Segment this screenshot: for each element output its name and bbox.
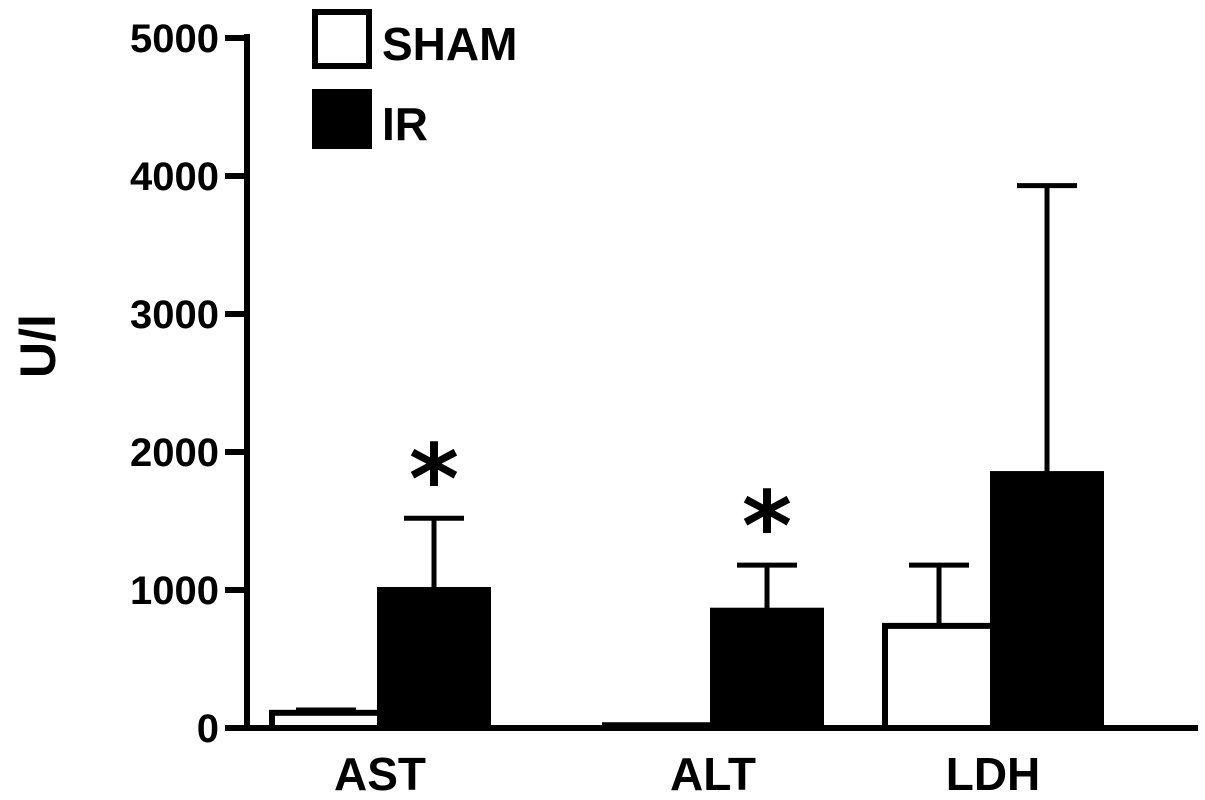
bar-sham-ast <box>269 709 383 732</box>
bar-ir-ldh <box>990 471 1104 731</box>
legend: SHAM IR <box>312 9 517 150</box>
legend-swatch-sham <box>312 9 372 69</box>
bars <box>269 471 1104 732</box>
y-tick-label-5000: 5000 <box>130 17 219 61</box>
error-bar-sham-ast <box>296 707 356 713</box>
bar-ir-ast <box>377 587 491 731</box>
y-tick-label-1000: 1000 <box>130 569 219 613</box>
legend-swatch-ir <box>312 89 372 149</box>
error-bar-ir-alt <box>737 562 797 611</box>
significance-star-alt: * <box>742 471 792 583</box>
category-label-ast: AST <box>334 748 426 800</box>
category-label-alt: ALT <box>670 748 756 800</box>
axes: 0 1000 2000 3000 4000 5000 AST ALT LDH <box>130 17 1198 800</box>
error-bar-sham-ldh <box>909 562 969 626</box>
legend-item-sham: SHAM <box>312 9 517 70</box>
error-bar-ir-ldh <box>1017 183 1077 475</box>
bar-ir-alt <box>710 607 824 732</box>
y-tick-label-4000: 4000 <box>130 155 219 199</box>
y-tick-label-2000: 2000 <box>130 431 219 475</box>
error-bars <box>296 183 1077 713</box>
legend-label-sham: SHAM <box>382 18 517 70</box>
error-bar-ir-ast <box>404 515 464 590</box>
y-axis-label: U/l <box>10 314 66 378</box>
annotations: * * <box>409 424 792 583</box>
bar-sham-alt <box>602 722 716 731</box>
legend-label-ir: IR <box>382 98 428 150</box>
category-label-ldh: LDH <box>946 748 1041 800</box>
y-tick-label-0: 0 <box>197 707 219 751</box>
significance-star-ast: * <box>409 424 459 536</box>
legend-item-ir: IR <box>312 89 428 150</box>
bar-sham-ldh <box>882 622 996 732</box>
y-tick-label-3000: 3000 <box>130 293 219 337</box>
